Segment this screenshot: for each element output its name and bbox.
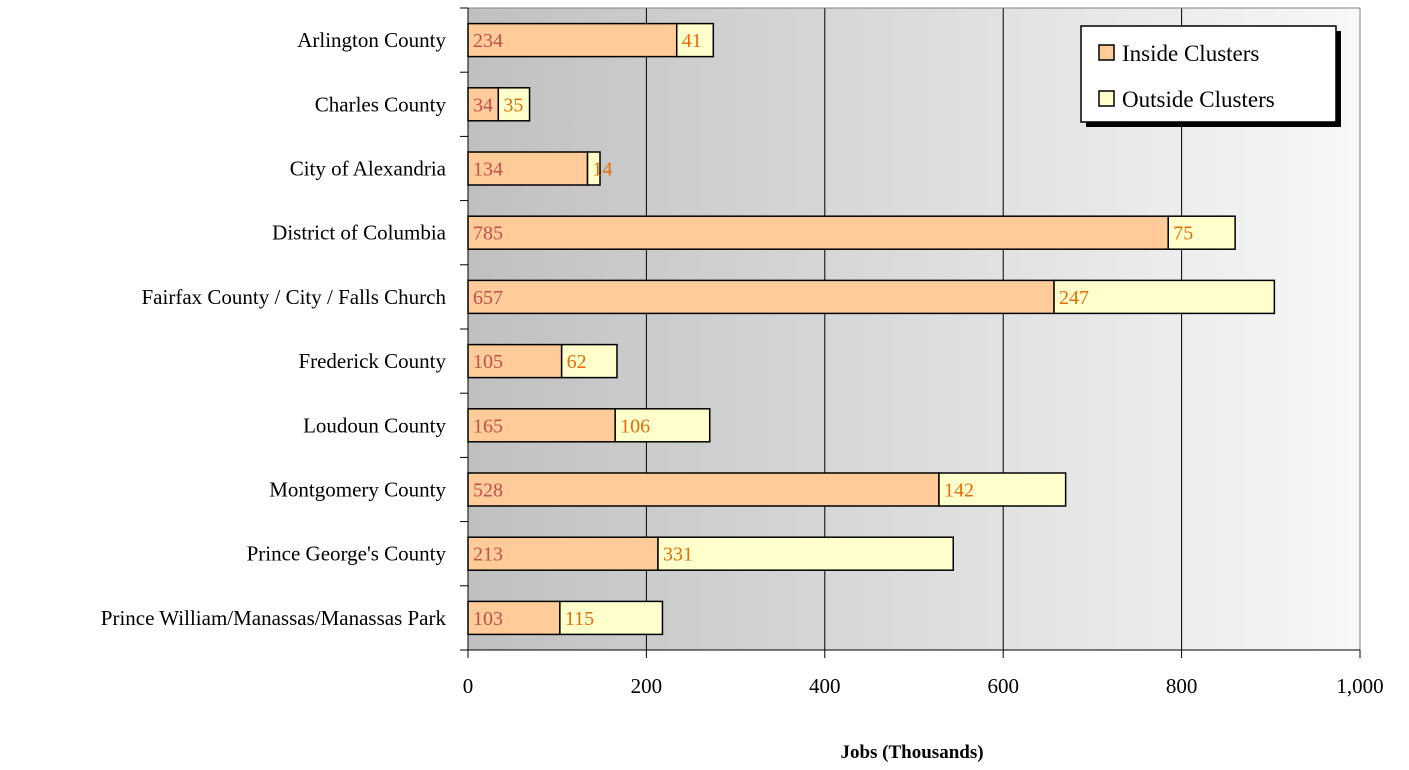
bar-outside-clusters [675,22,715,58]
data-label-inside: 657 [473,287,503,309]
data-label-inside: 528 [473,480,503,502]
bar-outside-clusters [559,600,664,636]
category-label: Loudoun County [303,413,446,437]
data-label-inside: 234 [473,30,503,52]
data-label-inside: 134 [473,159,503,181]
data-label-outside: 331 [663,544,693,566]
data-label-inside: 165 [473,415,503,437]
category-label: District of Columbia [272,221,446,245]
category-label: Charles County [315,92,447,116]
bar-outside-clusters [497,87,531,122]
x-tick-label: 1,000 [1336,674,1383,698]
data-label-outside: 106 [620,415,650,437]
data-label-outside: 41 [682,30,702,52]
bar-inside-clusters [467,279,1055,315]
data-label-outside: 75 [1173,223,1193,245]
bar-outside-clusters [560,343,618,379]
data-label-inside: 105 [473,351,503,373]
bar-outside-clusters [938,472,1067,507]
legend-label: Inside Clusters [1122,41,1259,66]
data-label-inside: 34 [473,94,493,116]
bar-inside-clusters [467,343,563,379]
data-label-outside: 115 [565,608,594,630]
x-tick-label: 200 [631,674,663,698]
data-label-inside: 785 [473,223,503,245]
bar-outside-clusters [657,536,954,571]
bar-outside-clusters [1167,215,1236,250]
x-tick-label: 600 [987,674,1019,698]
data-label-outside: 247 [1059,287,1089,309]
category-label: Frederick County [298,349,446,373]
data-label-outside: 14 [593,159,613,181]
category-label: Arlington County [297,28,446,52]
x-tick-label: 400 [809,674,841,698]
x-tick-label: 0 [463,674,474,698]
bar-outside-clusters [1053,279,1276,315]
category-label: Prince William/Manassas/Manassas Park [101,606,447,630]
category-label: Prince George's County [247,542,447,566]
x-axis-title: Jobs (Thousands) [840,742,983,763]
bar-inside-clusters [467,472,940,507]
data-label-outside: 142 [944,480,974,502]
data-label-inside: 103 [473,608,503,630]
legend-label: Outside Clusters [1122,87,1275,112]
data-label-outside: 35 [503,94,523,116]
bar-outside-clusters [614,408,711,443]
legend-swatch [1098,90,1115,107]
category-label: Fairfax County / City / Falls Church [142,285,447,309]
data-label-inside: 213 [473,544,503,566]
category-label: Montgomery County [269,478,446,502]
category-label: City of Alexandria [290,157,447,181]
data-label-outside: 62 [567,351,587,373]
bar-outside-clusters [586,151,601,186]
x-tick-label: 800 [1166,674,1198,698]
bar-inside-clusters [467,215,1169,250]
legend-swatch [1098,44,1115,61]
bar-inside-clusters [467,151,589,186]
legend-box [1080,25,1337,123]
